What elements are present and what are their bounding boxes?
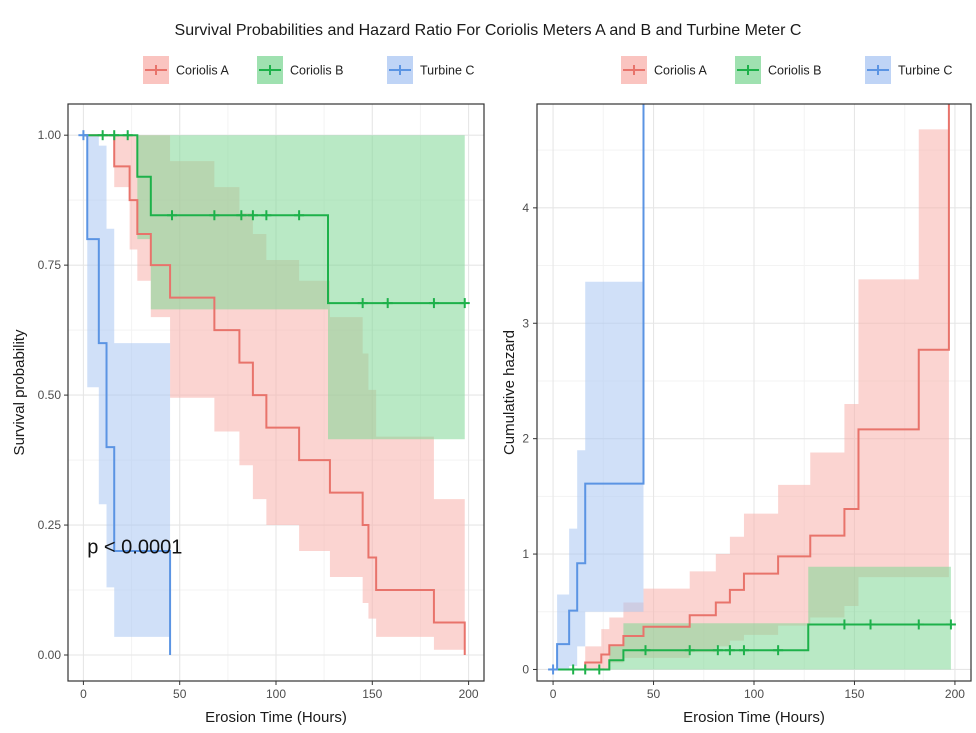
- legend-item-coriolis-a: Coriolis A: [621, 56, 707, 84]
- x-tick-label: 50: [173, 687, 187, 701]
- y-tick-label: 3: [522, 316, 529, 330]
- y-tick-label: 1: [522, 547, 529, 561]
- series-line-coriolis-a: [553, 104, 950, 671]
- series-line-coriolis-b: [553, 623, 951, 671]
- x-tick-label: 0: [550, 687, 557, 701]
- x-axis-label: Erosion Time (Hours): [205, 709, 347, 726]
- confidence-band-turbine-c: [83, 135, 171, 637]
- confidence-band-coriolis-b: [83, 135, 465, 440]
- hazard-plot: 0 50 100 150 200 0 1 2 3 4 Erosion Time (Hours) Cum…: [501, 103, 972, 726]
- plot-area: [78, 130, 470, 656]
- series-line-coriolis-b: [83, 134, 465, 305]
- legend-item-turbine-c: Turbine C: [387, 56, 474, 84]
- y-tick-label: 0.50: [38, 388, 62, 402]
- p-value-annotation: p < 0.0001: [87, 537, 182, 559]
- legend-label-coriolis-b: Coriolis B: [768, 64, 822, 78]
- y-axis-label: Survival probability: [11, 329, 28, 455]
- x-tick-label: 200: [459, 687, 479, 701]
- x-tick-label: 0: [80, 687, 87, 701]
- series-line-turbine-c: [553, 104, 645, 671]
- x-tick-label: 150: [362, 687, 382, 701]
- series-line-turbine-c: [83, 134, 172, 656]
- y-tick-label: 0.25: [38, 518, 62, 532]
- legend-item-coriolis-a: Coriolis A: [143, 56, 229, 84]
- y-tick-label: 4: [522, 201, 529, 215]
- legend-label-coriolis-a: Coriolis A: [176, 64, 229, 78]
- y-tick-label: 0.75: [38, 258, 62, 272]
- x-tick-label: 50: [647, 687, 661, 701]
- y-axis-label: Cumulative hazard: [501, 330, 518, 455]
- confidence-band-coriolis-b: [553, 566, 951, 670]
- legend-left: Coriolis A Coriolis B Turbine C: [143, 56, 474, 84]
- legend-item-coriolis-b: Coriolis B: [735, 56, 822, 84]
- legend-item-coriolis-b: Coriolis B: [257, 56, 344, 84]
- x-axis-label: Erosion Time (Hours): [683, 709, 825, 726]
- confidence-band-coriolis-a: [553, 129, 949, 670]
- y-tick-label: 2: [522, 432, 529, 446]
- y-tick-label: 1.00: [38, 128, 62, 142]
- chart-title: Survival Probabilities and Hazard Ratio …: [175, 22, 802, 39]
- plot-area: [548, 104, 956, 675]
- legend-label-turbine-c: Turbine C: [898, 64, 952, 78]
- confidence-band-turbine-c: [553, 281, 644, 670]
- x-tick-label: 100: [744, 687, 764, 701]
- y-tick-label: 0: [522, 662, 529, 676]
- legend-right: Coriolis A Coriolis B Turbine C: [621, 56, 952, 84]
- legend-label-coriolis-a: Coriolis A: [654, 64, 707, 78]
- series-line-coriolis-a: [83, 134, 466, 656]
- legend-item-turbine-c: Turbine C: [865, 56, 952, 84]
- x-tick-label: 150: [844, 687, 864, 701]
- y-tick-label: 0.00: [38, 648, 62, 662]
- survival-plot: 0 50 100 150 200 0.00 0.25 0.50 0.75 1.00 Erosion …: [11, 103, 485, 726]
- x-tick-label: 200: [945, 687, 965, 701]
- legend-label-coriolis-b: Coriolis B: [290, 64, 344, 78]
- legend-label-turbine-c: Turbine C: [420, 64, 474, 78]
- x-tick-label: 100: [266, 687, 286, 701]
